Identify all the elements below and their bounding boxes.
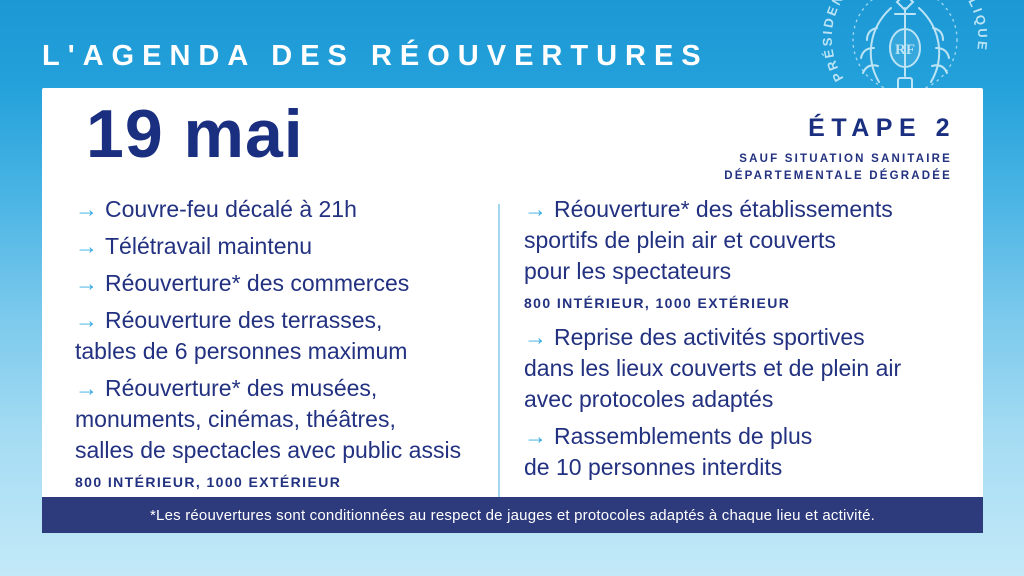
measure-text: Réouverture des terrasses, tables de 6 p… bbox=[75, 307, 408, 364]
list-item: → Réouverture* des établissements sportif… bbox=[524, 194, 969, 287]
measure-text: Réouverture* des musées, monuments, ciné… bbox=[75, 375, 462, 463]
footnote-text: *Les réouvertures sont conditionnées au … bbox=[150, 506, 875, 524]
arrow-icon: → bbox=[75, 196, 98, 222]
list-item: → Réouverture* des musées, monuments, cin… bbox=[75, 373, 497, 466]
measure-text: Rassemblements de plus de 10 personnes i… bbox=[524, 423, 813, 480]
measure-text: Réouverture* des établissements sportifs… bbox=[524, 196, 893, 284]
measure-text: Reprise des activités sportives dans les… bbox=[524, 324, 902, 412]
stage-note: SAUF SITUATION SANITAIRE DÉPARTEMENTALE … bbox=[724, 153, 952, 182]
measures-column-right: → Réouverture* des établissements sportif… bbox=[524, 194, 969, 489]
page-title: L'AGENDA DES RÉOUVERTURES bbox=[42, 40, 709, 72]
list-item: → Réouverture des terrasses, tables de 6 … bbox=[75, 305, 497, 367]
measure-text: Télétravail maintenu bbox=[105, 233, 313, 259]
capacity-note: 800 INTÉRIEUR, 1000 EXTÉRIEUR bbox=[75, 474, 342, 490]
arrow-icon: → bbox=[75, 307, 98, 333]
measures-column-left: → Couvre-feu décalé à 21h → Télétravail ma… bbox=[75, 194, 497, 501]
arrow-icon: → bbox=[524, 196, 547, 222]
footnote-bar: *Les réouvertures sont conditionnées au … bbox=[42, 497, 983, 533]
arrow-icon: → bbox=[524, 423, 547, 449]
arrow-icon: → bbox=[75, 375, 98, 401]
column-divider bbox=[498, 204, 500, 497]
content-card: 19 mai ÉTAPE 2 SAUF SITUATION SANITAIRE … bbox=[42, 88, 983, 533]
arrow-icon: → bbox=[75, 233, 98, 259]
measure-text: Couvre-feu décalé à 21h bbox=[105, 196, 357, 222]
measure-text: Réouverture* des commerces bbox=[105, 270, 410, 296]
capacity-note: 800 INTÉRIEUR, 1000 EXTÉRIEUR bbox=[524, 295, 791, 311]
republic-seal-icon: PRÉSIDENCE DE LA RÉPUBLIQUE RF bbox=[820, 0, 988, 99]
list-item: → Réouverture* des commerces bbox=[75, 268, 497, 299]
list-item: → Télétravail maintenu bbox=[75, 231, 497, 262]
stage-title: ÉTAPE 2 bbox=[808, 114, 956, 142]
list-item: → Couvre-feu décalé à 21h bbox=[75, 194, 497, 225]
arrow-icon: → bbox=[524, 324, 547, 350]
date-heading: 19 mai bbox=[86, 96, 304, 172]
list-item: → Reprise des activités sportives dans le… bbox=[524, 322, 969, 415]
seal-monogram: RF bbox=[895, 42, 915, 58]
stage-block: ÉTAPE 2 SAUF SITUATION SANITAIRE DÉPARTE… bbox=[724, 114, 950, 185]
arrow-icon: → bbox=[75, 270, 98, 296]
list-item: → Rassemblements de plus de 10 personnes … bbox=[524, 421, 969, 483]
